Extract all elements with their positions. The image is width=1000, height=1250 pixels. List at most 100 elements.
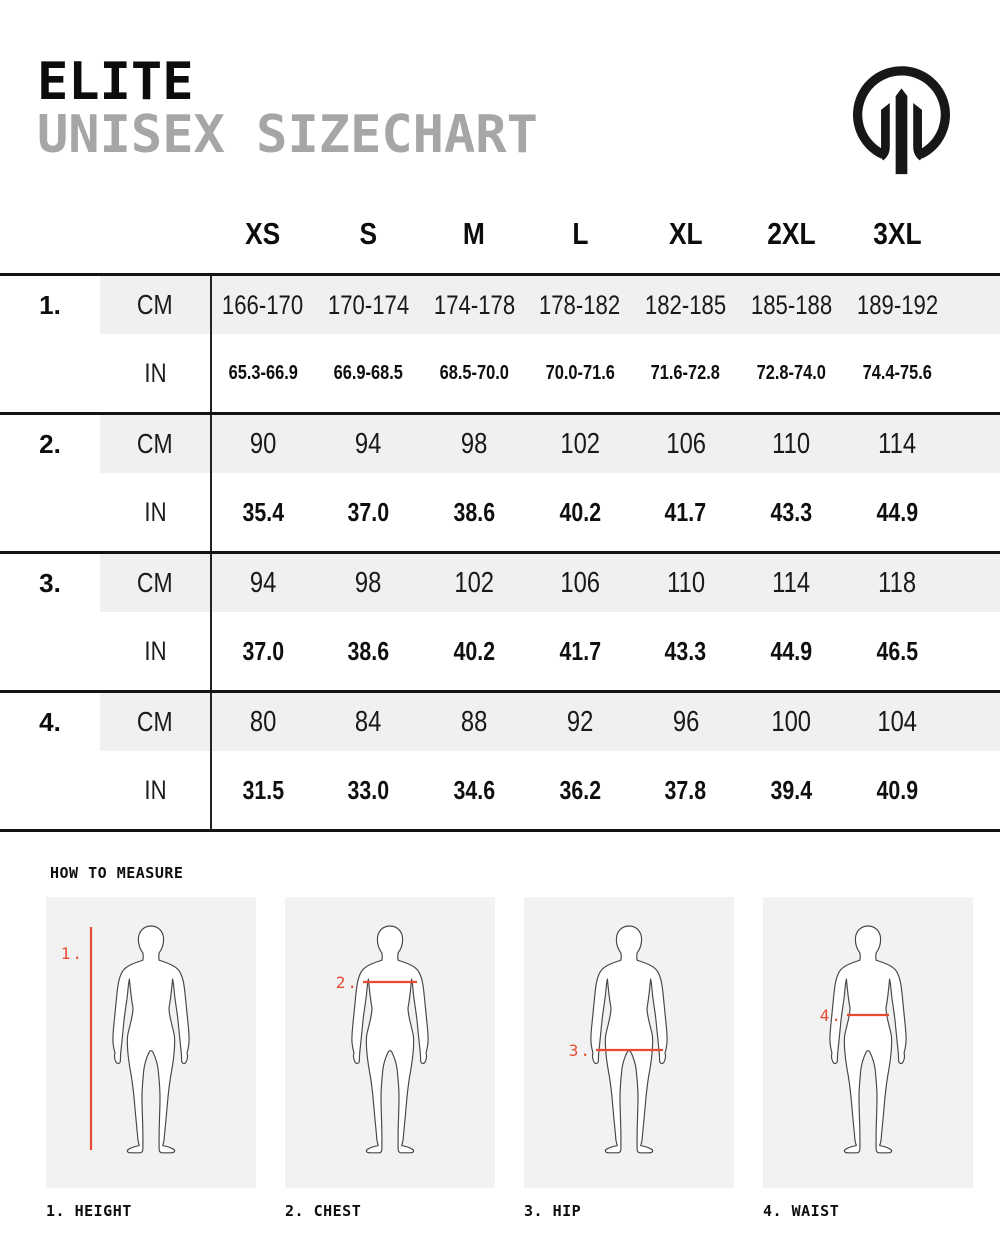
measure-number: 1.: [61, 944, 84, 963]
table-cell: 84: [355, 705, 382, 738]
measure-panel-height: 1.: [46, 897, 256, 1188]
table-cell: 40.9: [876, 774, 918, 805]
measure-panels: 1. 2. 3. 4.: [46, 897, 973, 1188]
table-cell: 106: [665, 427, 706, 460]
measure-panel-chest: 2.: [285, 897, 495, 1188]
table-cell: 98: [461, 427, 488, 460]
table-row: 2. CM 90 94 98 102 106 110 114: [0, 415, 1000, 473]
unit-label-in: IN: [143, 635, 167, 666]
unit-label-cm: CM: [137, 428, 173, 459]
table-cell: 182-185: [645, 289, 727, 320]
brand-logo-icon: [843, 64, 960, 181]
table-cell: 166-170: [222, 289, 304, 320]
table-cell: 33.0: [347, 774, 390, 805]
body-figure-icon: 1.: [61, 925, 190, 1154]
table-cell: 110: [772, 427, 811, 460]
body-figure-icon: 2.: [336, 925, 429, 1154]
table-cell: 37.0: [347, 496, 390, 527]
table-cell: 41.7: [664, 496, 707, 527]
table-row: IN 37.0 38.6 40.2 41.7 43.3 44.9 46.5: [0, 612, 1000, 690]
table-cell: 88: [461, 705, 488, 738]
page-subtitle: UNISEX SIZECHART: [37, 105, 538, 165]
body-figure-icon: 4.: [820, 925, 907, 1154]
size-group-waist: 4. CM 80 84 88 92 96 100 104 IN 31.5 33.…: [0, 690, 1000, 829]
measure-label-chest: 2. CHEST: [285, 1202, 362, 1220]
size-table: XS S M L XL 2XL 3XL 1. CM 166-170 170-17…: [0, 210, 1000, 832]
table-cell: 114: [878, 427, 917, 460]
unit-label-in: IN: [143, 774, 167, 805]
table-cell: 37.0: [242, 635, 284, 666]
table-cell: 66.9-68.5: [333, 361, 404, 384]
table-cell: 74.4-75.6: [862, 361, 932, 384]
table-cell: 100: [771, 705, 812, 738]
table-cell: 72.8-74.0: [756, 361, 827, 384]
measure-number: 2.: [336, 973, 359, 992]
unit-label-cm: CM: [137, 567, 173, 598]
unit-label-cm: CM: [137, 289, 173, 320]
group-number: 2.: [39, 428, 61, 459]
size-col-header: 3XL: [872, 216, 922, 251]
table-cell: 185-188: [750, 289, 833, 320]
table-cell: 102: [560, 427, 600, 460]
size-col-header: XS: [245, 216, 281, 251]
size-group-hip: 3. CM 94 98 102 106 110 114 118 IN 37.0 …: [0, 551, 1000, 690]
table-row: IN 31.5 33.0 34.6 36.2 37.8 39.4 40.9: [0, 751, 1000, 829]
table-row: IN 65.3-66.9 66.9-68.5 68.5-70.0 70.0-71…: [0, 334, 1000, 412]
size-col-header: XL: [668, 216, 703, 251]
table-cell: 34.6: [453, 774, 496, 805]
table-cell: 46.5: [876, 635, 918, 666]
table-row: IN 35.4 37.0 38.6 40.2 41.7 43.3 44.9: [0, 473, 1000, 551]
table-cell: 170-174: [327, 289, 410, 320]
table-cell: 106: [560, 566, 600, 599]
table-cell: 118: [878, 566, 917, 599]
group-number: 4.: [39, 706, 61, 737]
table-cell: 104: [877, 705, 917, 738]
table-cell: 40.2: [453, 635, 496, 666]
table-row: 1. CM 166-170 170-174 174-178 178-182 18…: [0, 276, 1000, 334]
table-cell: 35.4: [242, 496, 284, 527]
table-row: 3. CM 94 98 102 106 110 114 118: [0, 554, 1000, 612]
group-number: 1.: [39, 289, 61, 320]
size-group-chest: 2. CM 90 94 98 102 106 110 114 IN 35.4 3…: [0, 412, 1000, 551]
table-cell: 174-178: [433, 289, 515, 320]
table-cell: 68.5-70.0: [439, 361, 509, 384]
group-number: 3.: [39, 567, 61, 598]
measure-panel-waist: 4.: [763, 897, 973, 1188]
brand-title: ELITE UNISEX SIZECHART: [37, 56, 538, 162]
unit-label-cm: CM: [137, 706, 173, 737]
measure-label-height: 1. HEIGHT: [46, 1202, 132, 1220]
table-cell: 39.4: [770, 774, 813, 805]
table-cell: 65.3-66.9: [228, 361, 298, 384]
table-cell: 70.0-71.6: [545, 361, 615, 384]
unit-label-in: IN: [143, 496, 167, 527]
size-header-row: XS S M L XL 2XL 3XL: [0, 210, 1000, 273]
table-cell: 98: [355, 566, 382, 599]
how-to-measure-heading: HOW TO MEASURE: [50, 864, 184, 882]
measure-panel-labels: 1. HEIGHT 2. CHEST 3. HIP 4. WAIST: [46, 1202, 973, 1220]
table-cell: 44.9: [876, 496, 918, 527]
measure-label-waist: 4. WAIST: [763, 1202, 840, 1220]
table-cell: 94: [355, 427, 382, 460]
size-col-header: S: [359, 216, 378, 251]
table-cell: 114: [772, 566, 811, 599]
table-cell: 71.6-72.8: [651, 361, 721, 384]
table-cell: 37.8: [664, 774, 707, 805]
table-cell: 178-182: [539, 289, 621, 320]
table-cell: 92: [566, 705, 594, 738]
measure-label-hip: 3. HIP: [524, 1202, 582, 1220]
table-cell: 41.7: [559, 635, 601, 666]
body-figure-icon: 3.: [569, 925, 668, 1154]
table-cell: 96: [672, 705, 699, 738]
size-col-header: M: [463, 216, 486, 251]
size-col-header: L: [571, 216, 589, 251]
measure-number: 4.: [820, 1006, 843, 1025]
measure-number: 3.: [569, 1041, 592, 1060]
table-cell: 94: [249, 566, 277, 599]
page-title: ELITE: [37, 52, 194, 112]
table-cell: 36.2: [559, 774, 601, 805]
table-cell: 43.3: [770, 496, 813, 527]
table-cell: 43.3: [664, 635, 707, 666]
size-col-header: 2XL: [767, 216, 816, 251]
table-cell: 189-192: [856, 289, 938, 320]
